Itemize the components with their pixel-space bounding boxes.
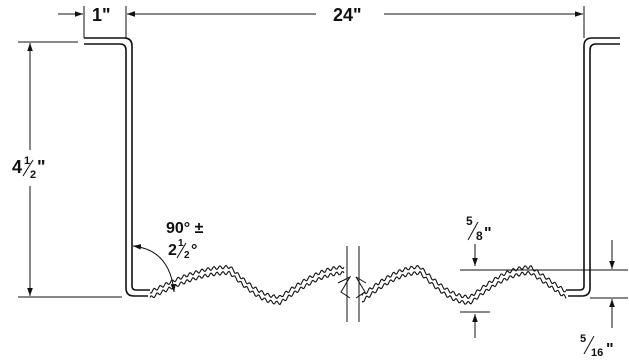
depth-frac-num: 5 [466,214,473,228]
flange-width-label: 1" [92,5,111,25]
span-label: 24" [333,5,362,25]
corrugated-bottom-left [149,264,345,306]
corrugation-line [361,264,567,300]
pan-profile [84,43,148,297]
break-symbol [337,275,352,299]
corrugation-line [149,264,345,300]
pan-profile-right-inner [566,37,620,291]
angle-label-line1: 90° ± [166,220,204,237]
frac-slash [467,221,479,241]
pan-profile-right [568,43,620,297]
frac-slash [583,335,595,355]
gap-frac-den: 16 [591,347,603,359]
angle-frac-den: 2 [184,250,190,261]
gap-unit: " [606,341,614,358]
height-unit: " [37,157,46,177]
height-frac-num: 1 [24,155,30,167]
corrugated-bottom-right [361,264,567,305]
break-symbol [355,276,367,299]
corrugation-line [149,270,345,306]
height-frac-den: 2 [30,169,36,181]
gap-frac-num: 5 [580,333,586,345]
angle-unit: ° [191,242,197,259]
corrugation-line [361,270,567,305]
depth-unit: " [484,225,492,242]
depth-frac-den: 8 [476,229,483,243]
angle-whole: 2 [168,242,177,259]
angle-frac-num: 1 [178,238,184,249]
frac-slash [176,242,187,259]
height-label: 4 [12,157,22,177]
pan-profile-inner [84,37,150,291]
frac-slash [22,159,34,177]
angle-arc [132,244,177,293]
